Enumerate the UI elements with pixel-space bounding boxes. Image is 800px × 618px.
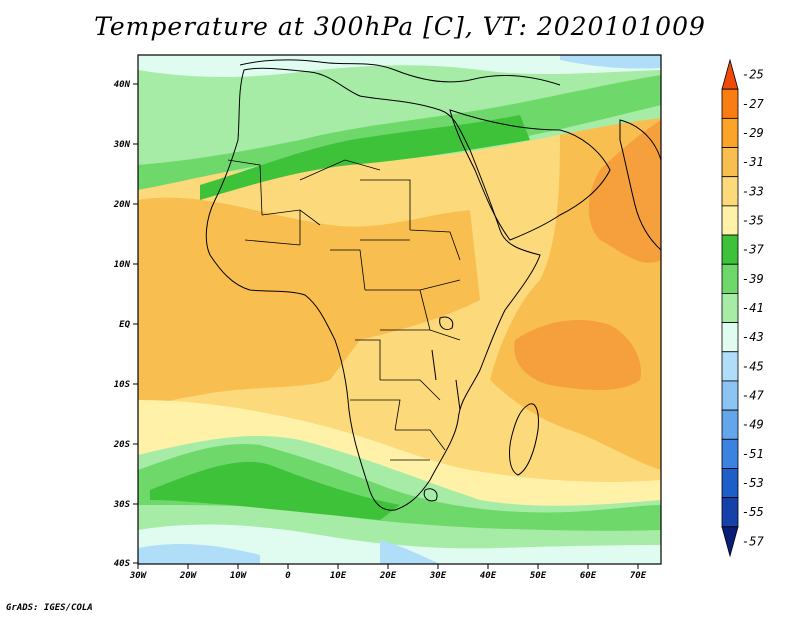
lat-label: 10N	[114, 260, 131, 270]
colorbar-segment	[721, 234, 739, 265]
colorbar-segment	[721, 380, 739, 411]
colorbar-label: -45	[742, 359, 764, 373]
lat-label: 10S	[114, 380, 131, 390]
lon-tick-labels: 30W 20W 10W 0 10E 20E 30E 40E 50E 60E 70…	[129, 571, 647, 581]
field-blue-south	[138, 540, 440, 564]
temperature-field	[138, 55, 661, 564]
madagascar-coastline	[509, 403, 539, 476]
lon-label: 0	[285, 571, 291, 581]
arabia-coastline	[449, 109, 611, 241]
lat-label: 40S	[114, 559, 131, 569]
india-coastline	[619, 119, 661, 251]
colorbar-segment	[721, 176, 739, 207]
lesotho-border	[423, 488, 438, 502]
colorbar-segment	[721, 263, 739, 294]
lon-label: 20E	[379, 571, 397, 581]
field-blue-north	[560, 55, 661, 69]
colorbar-segment	[721, 438, 739, 469]
field-orange-dark-indian	[514, 320, 641, 390]
africa-coastline	[205, 67, 541, 511]
lon-label: 70E	[630, 571, 647, 581]
lon-ticks	[137, 564, 639, 569]
field-cyan-south	[138, 524, 661, 564]
coastlines	[205, 59, 661, 511]
lat-label: 20S	[113, 440, 131, 450]
lon-label: 30W	[129, 571, 148, 581]
lat-label: 30N	[113, 140, 131, 150]
lon-label: 10E	[330, 571, 347, 581]
lat-label: 20N	[113, 200, 131, 210]
map-frame	[137, 54, 662, 565]
map-title: Temperature at 300hPa [C], VT: 202010100…	[94, 12, 706, 41]
lon-label: 40E	[480, 571, 497, 581]
colorbar-label: -43	[742, 330, 764, 344]
colorbar-label: -41	[742, 301, 764, 315]
colorbar-label: -27	[742, 97, 764, 111]
field-green-north	[138, 75, 661, 190]
lat-label: 30S	[113, 500, 131, 510]
lake-victoria	[439, 316, 454, 331]
colorbar-segment	[721, 88, 739, 119]
colorbar-label: -35	[742, 213, 764, 227]
colorbar-segment	[721, 117, 739, 148]
colorbar-segment	[721, 58, 739, 90]
field-green-dark-north	[200, 115, 530, 200]
colorbar-label: -39	[742, 272, 764, 286]
colorbar-label: -53	[742, 476, 764, 490]
lat-label: EQ	[119, 320, 130, 330]
lat-tick-labels: 40N 30N 20N 10N EQ 10S 20S 30S 40S	[113, 80, 131, 569]
colorbar-segment	[721, 322, 739, 353]
lake-tanganyika	[431, 349, 437, 381]
colorbar-segment	[721, 205, 739, 236]
colorbar-segment	[721, 409, 739, 440]
colorbar-label: -55	[742, 505, 764, 519]
lon-label: 50E	[530, 571, 547, 581]
lat-ticks	[133, 83, 138, 564]
lon-label: 60E	[580, 571, 597, 581]
colorbar-label: -37	[742, 243, 764, 257]
lon-label: 10W	[230, 571, 248, 581]
lake-malawi	[455, 379, 461, 411]
colorbar-segment	[721, 351, 739, 382]
colorbar-label: -51	[742, 447, 764, 461]
colorbar: -25 -27 -29 -31 -33 -35 -37 -39 -41 -43 -45 -47 -49 -…	[721, 58, 764, 558]
field-green-dark-south	[150, 461, 400, 520]
lat-label: 40N	[114, 80, 131, 90]
colorbar-label: -47	[742, 389, 764, 403]
colorbar-label: -57	[742, 534, 764, 548]
colorbar-segment	[721, 147, 739, 178]
europe-coastline	[239, 59, 561, 86]
colorbar-label: -25	[742, 68, 764, 82]
lon-label: 20W	[179, 571, 198, 581]
colorbar-segment	[721, 526, 739, 558]
colorbar-label: -33	[742, 184, 764, 198]
colorbar-segment	[721, 497, 739, 528]
colorbar-segment	[721, 293, 739, 323]
colorbar-label: -29	[742, 126, 764, 140]
lon-label: 30E	[429, 571, 447, 581]
field-orange-west	[138, 197, 480, 408]
credit-text: GrADS: IGES/COLA	[6, 603, 93, 613]
colorbar-label: -31	[742, 155, 764, 169]
colorbar-label: -49	[742, 418, 764, 432]
colorbar-segment	[721, 468, 739, 499]
country-borders	[227, 159, 461, 461]
